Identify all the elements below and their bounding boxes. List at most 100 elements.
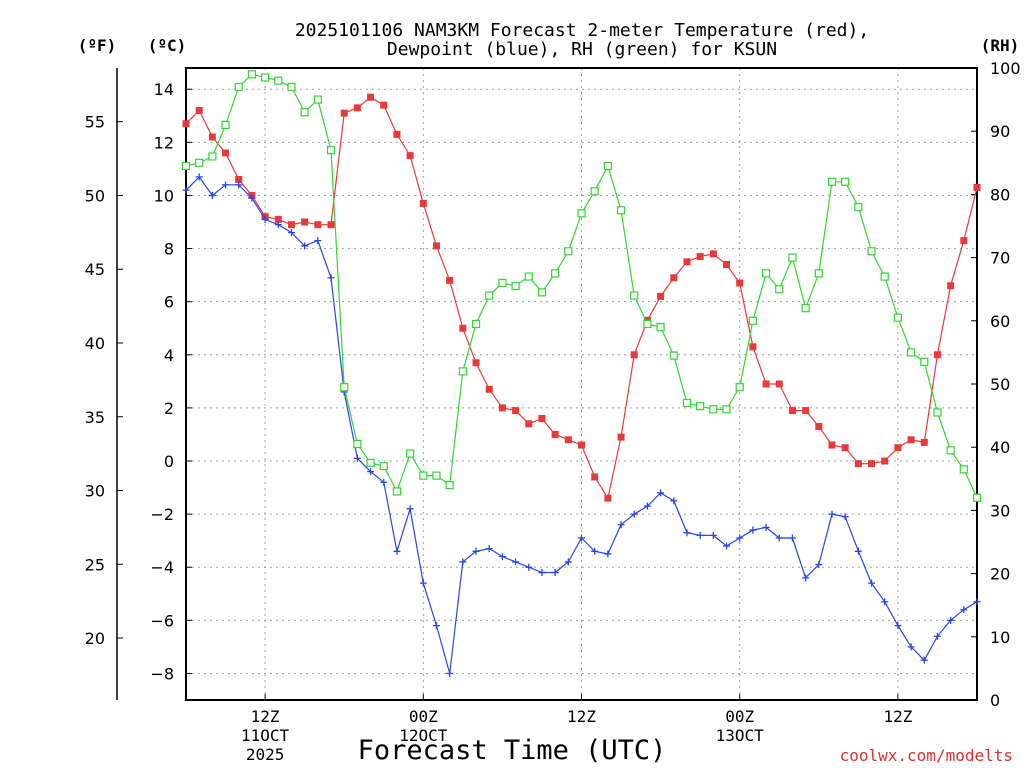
rh-point: [603, 161, 612, 171]
rh-point: [735, 383, 744, 392]
temperature-point: [538, 415, 546, 423]
rh-point: [709, 405, 718, 414]
dewpoint-point: [802, 574, 810, 582]
rh-tick-label: 0: [990, 691, 1000, 710]
celsius-tick-label: 4: [164, 346, 174, 365]
dewpoint-point: [841, 513, 849, 521]
rh-point: [537, 288, 547, 297]
dewpoint-point: [222, 181, 230, 189]
celsius-unit-label: (ºC): [148, 36, 187, 55]
dewpoint-point: [327, 274, 335, 282]
temperature-point: [657, 292, 665, 300]
rh-point: [366, 458, 375, 468]
fahrenheit-tick-label: 50: [85, 186, 105, 205]
rh-point: [761, 269, 771, 278]
temperature-point: [788, 407, 796, 415]
dewpoint-point: [564, 558, 572, 566]
rh-point: [208, 152, 217, 161]
rh-point: [920, 357, 929, 366]
rh-point: [195, 158, 204, 167]
rh-point: [682, 398, 692, 408]
temperature-point: [393, 130, 401, 138]
temperature-point: [775, 380, 783, 388]
dewpoint-point: [274, 221, 282, 229]
rh-point: [669, 351, 678, 360]
rh-tick-label: 70: [990, 249, 1010, 268]
rh-point: [471, 319, 481, 329]
dewpoint-point: [419, 579, 427, 587]
temperature-point: [604, 494, 612, 502]
rh-point: [313, 95, 322, 104]
dewpoint-point: [683, 529, 691, 537]
rh-point: [221, 120, 230, 129]
temperature-point: [907, 436, 915, 444]
rh-tick-label: 50: [990, 375, 1010, 394]
rh-point: [326, 146, 336, 155]
rh-point: [419, 471, 428, 480]
rh-point: [854, 202, 863, 212]
year-label: 2025: [246, 745, 285, 764]
rh-tick-label: 100: [990, 59, 1021, 78]
temperature-point: [894, 444, 902, 452]
rh-point: [379, 462, 388, 471]
temperature-point: [432, 242, 440, 250]
dewpoint-point: [393, 547, 401, 555]
dewpoint-point: [947, 616, 955, 624]
temperature-point: [828, 441, 836, 449]
plot-frame: [185, 67, 978, 701]
rh-point: [577, 209, 586, 218]
rh-point: [880, 272, 889, 281]
rh-point: [867, 247, 876, 256]
dewpoint-point: [459, 558, 467, 566]
rh-point: [656, 323, 665, 332]
temperature-point: [380, 101, 388, 109]
temperature-point: [933, 351, 941, 359]
dewpoint-point: [472, 547, 480, 555]
dewpoint-line: [185, 175, 978, 674]
temperature-point: [419, 199, 427, 207]
rh-point: [261, 73, 270, 82]
temperature-point: [802, 407, 810, 415]
dewpoint-point: [657, 489, 665, 497]
rh-tick-label: 30: [990, 501, 1010, 520]
celsius-tick-label: 14: [154, 80, 174, 99]
fahrenheit-unit-label: (ºF): [78, 36, 117, 55]
dewpoint-point: [749, 526, 757, 534]
dewpoint-point: [670, 497, 678, 505]
temperature-point: [525, 420, 533, 428]
dewpoint-point: [261, 215, 269, 223]
rh-point: [406, 449, 415, 458]
temperature-point: [630, 351, 638, 359]
dewpoint-point: [380, 478, 388, 486]
rh-point: [696, 402, 705, 411]
rh-point: [972, 493, 982, 502]
rh-point: [353, 439, 362, 449]
chart-title: 2025101106 NAM3KM Forecast 2-meter Tempe…: [295, 20, 869, 41]
temperature-series: [182, 93, 981, 502]
credit-label: coolwx.com/modelts: [840, 746, 1013, 765]
rh-point: [893, 313, 903, 322]
time-tick-label: 00Z: [409, 707, 438, 726]
dewpoint-point: [973, 598, 981, 606]
dewpoint-point: [960, 606, 968, 614]
rh-point: [485, 291, 494, 300]
dewpoint-series: [182, 173, 981, 677]
rh-point: [590, 187, 599, 196]
dewpoint-point: [775, 534, 783, 542]
dewpoint-point: [287, 229, 295, 237]
rh-point: [564, 247, 573, 256]
celsius-tick-label: 0: [164, 452, 174, 471]
fahrenheit-tick-label: 45: [85, 260, 105, 279]
temperature-point: [617, 433, 625, 441]
dewpoint-point: [854, 547, 862, 555]
dewpoint-point: [907, 643, 915, 651]
rh-tick-label: 90: [990, 122, 1010, 141]
temperature-point: [512, 407, 520, 415]
celsius-tick-label: −2: [150, 505, 174, 524]
rh-series: [181, 70, 982, 502]
temperature-point: [723, 261, 731, 269]
dewpoint-point: [314, 237, 322, 245]
rh-point: [445, 481, 454, 490]
dewpoint-point: [815, 561, 823, 569]
